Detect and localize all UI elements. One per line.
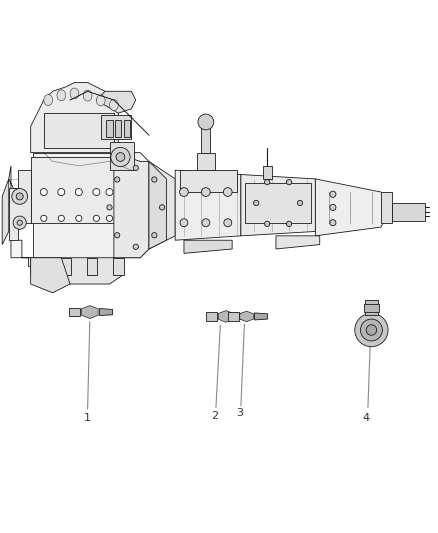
Ellipse shape (44, 94, 53, 106)
Circle shape (198, 114, 214, 130)
Text: 4: 4 (362, 413, 369, 423)
Polygon shape (2, 179, 9, 245)
Circle shape (360, 319, 382, 341)
Circle shape (180, 188, 188, 197)
Circle shape (75, 189, 82, 196)
Polygon shape (315, 179, 390, 236)
Bar (124, 120, 130, 138)
Polygon shape (31, 258, 70, 293)
Ellipse shape (110, 100, 118, 110)
Circle shape (93, 215, 99, 221)
Polygon shape (276, 236, 320, 249)
Circle shape (40, 189, 47, 196)
Bar (31, 157, 123, 223)
Polygon shape (33, 152, 123, 258)
Polygon shape (81, 305, 98, 319)
Bar (101, 115, 131, 140)
Circle shape (16, 193, 23, 200)
Polygon shape (9, 152, 149, 266)
Bar (263, 166, 272, 179)
Circle shape (330, 191, 336, 197)
Ellipse shape (70, 88, 79, 99)
Ellipse shape (57, 90, 66, 101)
Polygon shape (235, 313, 248, 320)
Circle shape (355, 313, 388, 346)
Polygon shape (31, 83, 118, 152)
Circle shape (133, 244, 138, 249)
Circle shape (254, 200, 259, 206)
Bar (110, 142, 134, 170)
Bar (245, 183, 311, 223)
Circle shape (111, 147, 130, 167)
Circle shape (286, 180, 292, 185)
Circle shape (330, 204, 336, 211)
Circle shape (152, 232, 157, 238)
Bar (201, 126, 210, 152)
Circle shape (106, 189, 113, 196)
Circle shape (366, 325, 377, 335)
Polygon shape (219, 311, 233, 322)
Circle shape (13, 216, 26, 229)
Circle shape (107, 205, 112, 210)
Circle shape (159, 205, 165, 210)
Ellipse shape (96, 95, 105, 106)
Polygon shape (149, 161, 175, 249)
Circle shape (265, 180, 270, 185)
Bar (113, 258, 124, 275)
Polygon shape (96, 91, 136, 113)
Circle shape (93, 189, 100, 196)
Polygon shape (241, 174, 315, 236)
Polygon shape (99, 309, 113, 316)
Circle shape (133, 165, 138, 171)
Bar (381, 192, 392, 223)
Circle shape (106, 215, 113, 221)
Circle shape (152, 177, 157, 182)
Text: 1: 1 (84, 413, 91, 423)
Circle shape (286, 221, 292, 227)
Bar (34, 258, 45, 275)
Bar (228, 312, 239, 321)
Bar (69, 308, 80, 317)
Bar (365, 300, 378, 315)
Circle shape (58, 215, 64, 221)
Circle shape (115, 232, 120, 238)
Polygon shape (175, 170, 241, 240)
Text: 3: 3 (237, 408, 244, 418)
Circle shape (202, 219, 210, 227)
Polygon shape (184, 240, 232, 253)
Circle shape (41, 215, 47, 221)
Circle shape (76, 215, 82, 221)
Bar (44, 113, 114, 148)
Polygon shape (9, 170, 31, 240)
Circle shape (116, 152, 125, 161)
Circle shape (58, 189, 65, 196)
Circle shape (12, 189, 28, 204)
Bar (87, 258, 97, 275)
Bar (60, 258, 71, 275)
Circle shape (17, 220, 22, 225)
Polygon shape (254, 313, 268, 320)
Circle shape (224, 219, 232, 227)
Bar (180, 170, 237, 192)
Ellipse shape (83, 90, 92, 101)
Circle shape (223, 188, 232, 197)
Polygon shape (114, 152, 149, 258)
Bar (392, 203, 425, 221)
Circle shape (201, 188, 210, 197)
Bar (197, 152, 215, 170)
Bar (364, 304, 379, 312)
Polygon shape (240, 311, 254, 322)
Circle shape (265, 221, 270, 227)
Polygon shape (31, 258, 123, 284)
Bar (106, 120, 113, 138)
Circle shape (297, 200, 303, 206)
Circle shape (180, 219, 188, 227)
Bar (206, 312, 217, 321)
Circle shape (330, 220, 336, 226)
Text: 2: 2 (211, 411, 218, 421)
Circle shape (115, 177, 120, 182)
Polygon shape (149, 161, 166, 249)
Bar (115, 120, 121, 138)
